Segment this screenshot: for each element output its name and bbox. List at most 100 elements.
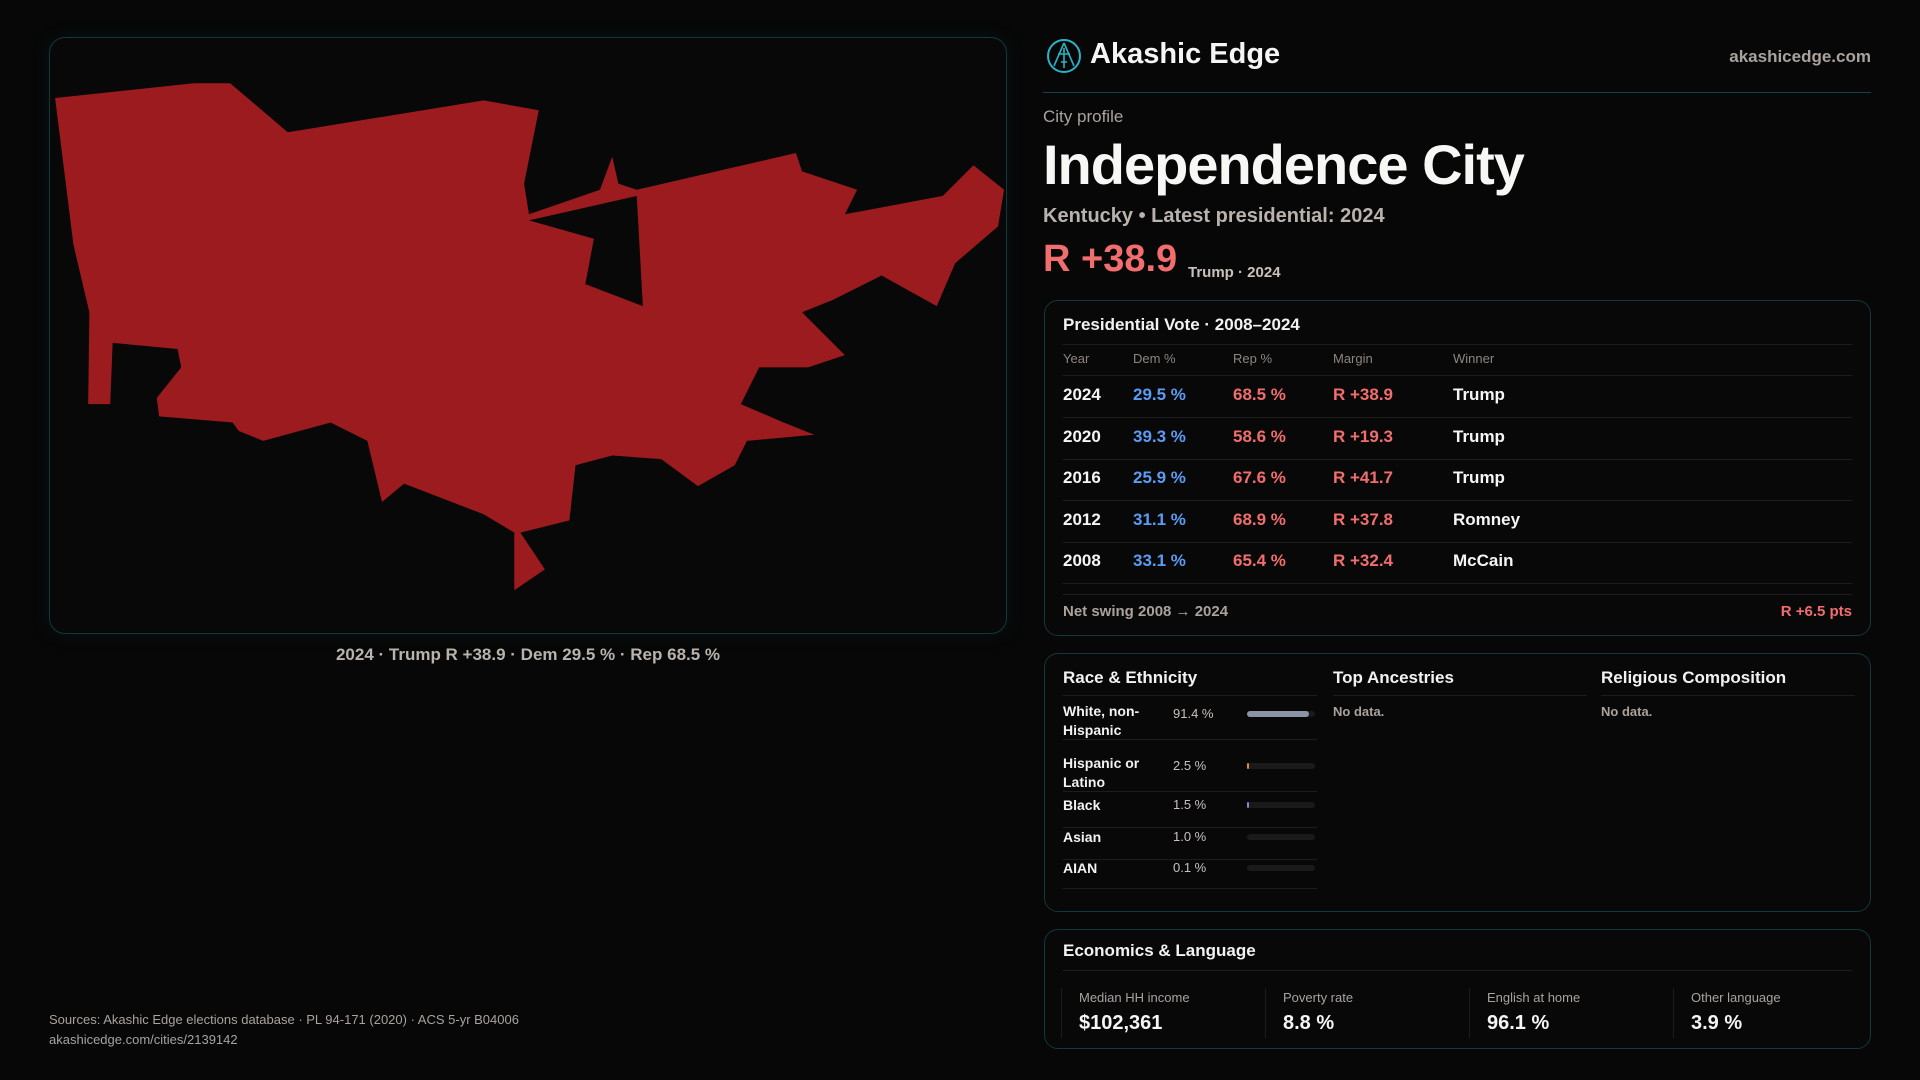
table-cell: McCain — [1453, 551, 1514, 570]
row-divider — [1063, 888, 1317, 889]
econ-value: 3.9 % — [1691, 1012, 1743, 1034]
race-pct: 2.5 % — [1173, 758, 1207, 773]
race-pct: 0.1 % — [1173, 860, 1207, 875]
presidential-vote-card: Presidential Vote · 2008–2024 Year Dem % R… — [1044, 300, 1871, 636]
race-name: Black — [1063, 797, 1101, 813]
race-row: Black — [1063, 796, 1168, 815]
table-cell: 65.4 % — [1233, 551, 1286, 570]
divider — [1673, 988, 1674, 1038]
table-cell: 2012 — [1063, 509, 1101, 529]
race-row: AIAN — [1063, 859, 1168, 878]
table-cell: R +37.8 — [1333, 509, 1394, 529]
econ-label: English at home — [1487, 990, 1581, 1005]
table-cell: Trump — [1453, 468, 1505, 487]
divider — [1063, 594, 1852, 595]
race-bar — [1247, 865, 1315, 871]
race-pct: 1.0 % — [1173, 829, 1207, 844]
religion-title: Religious Composition — [1601, 668, 1787, 687]
table-cell: Trump — [1453, 426, 1505, 446]
card-title: Presidential Vote · 2008–2024 — [1063, 315, 1300, 334]
row-divider — [1063, 417, 1852, 418]
brand-name: Akashic Edge — [1090, 38, 1281, 70]
table-cell: 2024 — [1063, 385, 1101, 404]
ancestries-title: Top Ancestries — [1333, 668, 1454, 687]
table-cell: 25.9 % — [1133, 468, 1186, 487]
race-name: Hispanic or Latino — [1063, 755, 1140, 790]
header-divider — [1043, 92, 1871, 93]
demographics-card: Race & Ethnicity White, non-Hispanic 91.… — [1044, 653, 1871, 912]
econ-label: Median HH income — [1079, 990, 1190, 1005]
column-header: Year — [1063, 351, 1090, 366]
site-link[interactable]: akashicedge.com — [1729, 47, 1871, 66]
sources-note: Sources: Akashic Edge elections database… — [49, 1012, 519, 1027]
row-divider — [1063, 827, 1317, 828]
divider — [1265, 988, 1266, 1038]
row-divider — [1063, 583, 1852, 584]
race-bar — [1247, 711, 1315, 717]
ancestries-empty: No data. — [1333, 704, 1385, 719]
row-divider — [1063, 739, 1317, 740]
table-cell: 31.1 % — [1133, 509, 1186, 529]
divider — [1333, 695, 1587, 696]
table-cell: 68.9 % — [1233, 509, 1286, 529]
table-cell: 58.6 % — [1233, 426, 1286, 446]
table-cell: Romney — [1453, 509, 1521, 529]
row-divider — [1063, 791, 1317, 792]
race-name: AIAN — [1063, 860, 1098, 876]
econ-title: Economics & Language — [1063, 941, 1256, 960]
column-header: Winner — [1453, 351, 1495, 366]
race-row: Hispanic or Latino — [1063, 754, 1168, 792]
page-subtitle: Kentucky • Latest presidential: 2024 — [1043, 205, 1385, 227]
column-header: Dem % — [1133, 351, 1176, 366]
headline-margin: R +38.9 — [1043, 238, 1178, 280]
table-cell: R +19.3 — [1333, 426, 1394, 446]
econ-value: 8.8 % — [1283, 1012, 1335, 1034]
econ-label: Poverty rate — [1283, 990, 1354, 1005]
divider — [1469, 988, 1470, 1038]
row-divider — [1063, 541, 1852, 543]
table-cell: 39.3 % — [1133, 426, 1186, 446]
table-cell: 29.5 % — [1133, 385, 1186, 404]
econ-value: $102,361 — [1079, 1012, 1163, 1034]
divider — [1063, 344, 1852, 345]
row-divider — [1063, 458, 1852, 460]
economics-card: Economics & Language Median HH income $1… — [1044, 929, 1871, 1049]
table-cell: Trump — [1453, 385, 1505, 404]
map-caption: 2024 · Trump R +38.9 · Dem 29.5 % · Rep … — [335, 645, 721, 664]
table-cell: 33.1 % — [1133, 551, 1186, 570]
race-name: Asian — [1063, 829, 1102, 845]
table-cell: 68.5 % — [1233, 385, 1286, 404]
column-header: Margin — [1333, 351, 1373, 366]
race-bar — [1247, 834, 1315, 840]
table-cell: R +32.4 — [1333, 551, 1394, 570]
divider — [1601, 695, 1855, 696]
table-cell: 2020 — [1063, 426, 1101, 446]
race-name: White, non-Hispanic — [1063, 703, 1140, 738]
page-kicker: City profile — [1043, 107, 1124, 126]
divider — [1063, 695, 1317, 696]
table-cell: 67.6 % — [1233, 468, 1286, 487]
map-panel — [49, 37, 1007, 634]
race-row: Asian — [1063, 828, 1168, 847]
divider — [1063, 970, 1852, 971]
race-pct: 1.5 % — [1173, 797, 1207, 812]
net-swing-label: Net swing 2008 → 2024 — [1063, 603, 1229, 620]
net-swing-value: R +6.5 pts — [1780, 603, 1852, 620]
race-row: White, non-Hispanic — [1063, 702, 1168, 740]
race-title: Race & Ethnicity — [1063, 668, 1198, 687]
race-bar — [1247, 763, 1315, 769]
table-cell: 2016 — [1063, 468, 1101, 487]
row-divider — [1063, 500, 1852, 501]
compass-figure-icon — [1047, 39, 1081, 73]
religion-empty: No data. — [1601, 704, 1653, 719]
divider — [1063, 375, 1852, 376]
row-divider — [1063, 859, 1317, 860]
table-cell: R +41.7 — [1333, 468, 1394, 487]
city-url[interactable]: akashicedge.com/cities/2139142 — [49, 1032, 238, 1047]
econ-value: 96.1 % — [1487, 1012, 1550, 1034]
column-header: Rep % — [1233, 351, 1273, 366]
table-cell: 2008 — [1063, 551, 1101, 570]
race-bar — [1247, 802, 1315, 808]
econ-label: Other language — [1691, 990, 1781, 1005]
table-cell: R +38.9 — [1333, 385, 1394, 404]
